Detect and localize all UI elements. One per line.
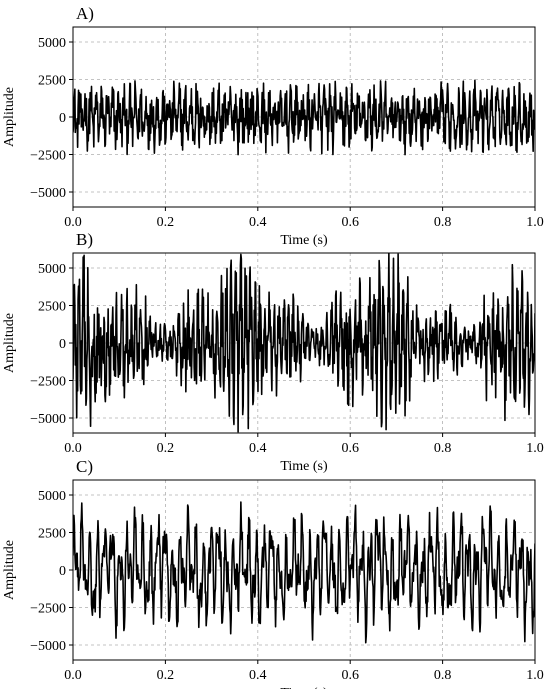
x-tick-label: 0.0 [64,441,82,456]
panel-label: B) [76,230,93,249]
y-tick-label: 2500 [38,527,66,542]
y-tick-label: 5000 [38,262,66,277]
y-tick-label: −2500 [30,375,66,390]
y-tick-label: 5000 [38,36,66,51]
x-axis-label: Time (s) [280,459,328,474]
x-tick-label: 0.4 [249,668,267,683]
chart-panel-c: 0.0 0.2 0.4 0.6 0.8 1.0 −5000 −2500 0 2500 5000 Tim… [2,457,544,689]
y-tick-label: −2500 [30,149,66,164]
x-tick-label: 0.8 [434,215,452,230]
chart-panel-a: 0.0 0.2 0.4 0.6 0.8 1.0 −5000 −2500 0 2500 5000 Tim… [2,4,544,248]
series-line [73,79,535,156]
x-tick-label: 0.4 [249,441,267,456]
y-tick-label: −2500 [30,602,66,617]
series-line [73,501,535,644]
x-axis-label: Time (s) [280,233,328,248]
x-tick-label: 0.2 [157,441,175,456]
y-tick-label: 2500 [38,300,66,315]
y-axis-label: Amplitude [2,87,17,147]
x-tick-label: 1.0 [526,441,544,456]
series-line [73,253,535,433]
y-tick-label: 5000 [38,489,66,504]
x-tick-label: 0.8 [434,668,452,683]
x-tick-label: 0.2 [157,215,175,230]
x-tick-label: 0.2 [157,668,175,683]
x-tick-label: 0.6 [341,441,359,456]
x-tick-label: 1.0 [526,668,544,683]
x-tick-label: 0.6 [341,215,359,230]
y-tick-label: 2500 [38,74,66,89]
x-tick-label: 0.0 [64,215,82,230]
x-axis-label: Time (s) [280,686,328,689]
x-tick-label: 1.0 [526,215,544,230]
y-tick-label: −5000 [30,639,66,654]
y-axis-label: Amplitude [2,540,17,600]
x-tick-label: 0.6 [341,668,359,683]
x-tick-label: 0.4 [249,215,267,230]
x-tick-label: 0.0 [64,668,82,683]
y-tick-label: 0 [59,564,66,579]
panel-label: A) [76,4,94,23]
y-tick-label: −5000 [30,412,66,427]
panel-label: C) [76,457,93,476]
y-tick-label: 0 [59,111,66,126]
y-axis-label: Amplitude [2,313,17,373]
y-tick-label: 0 [59,337,66,352]
chart-panel-b: 0.0 0.2 0.4 0.6 0.8 1.0 −5000 −2500 0 2500 5000 Tim… [2,230,544,474]
x-tick-label: 0.8 [434,441,452,456]
y-tick-label: −5000 [30,186,66,201]
